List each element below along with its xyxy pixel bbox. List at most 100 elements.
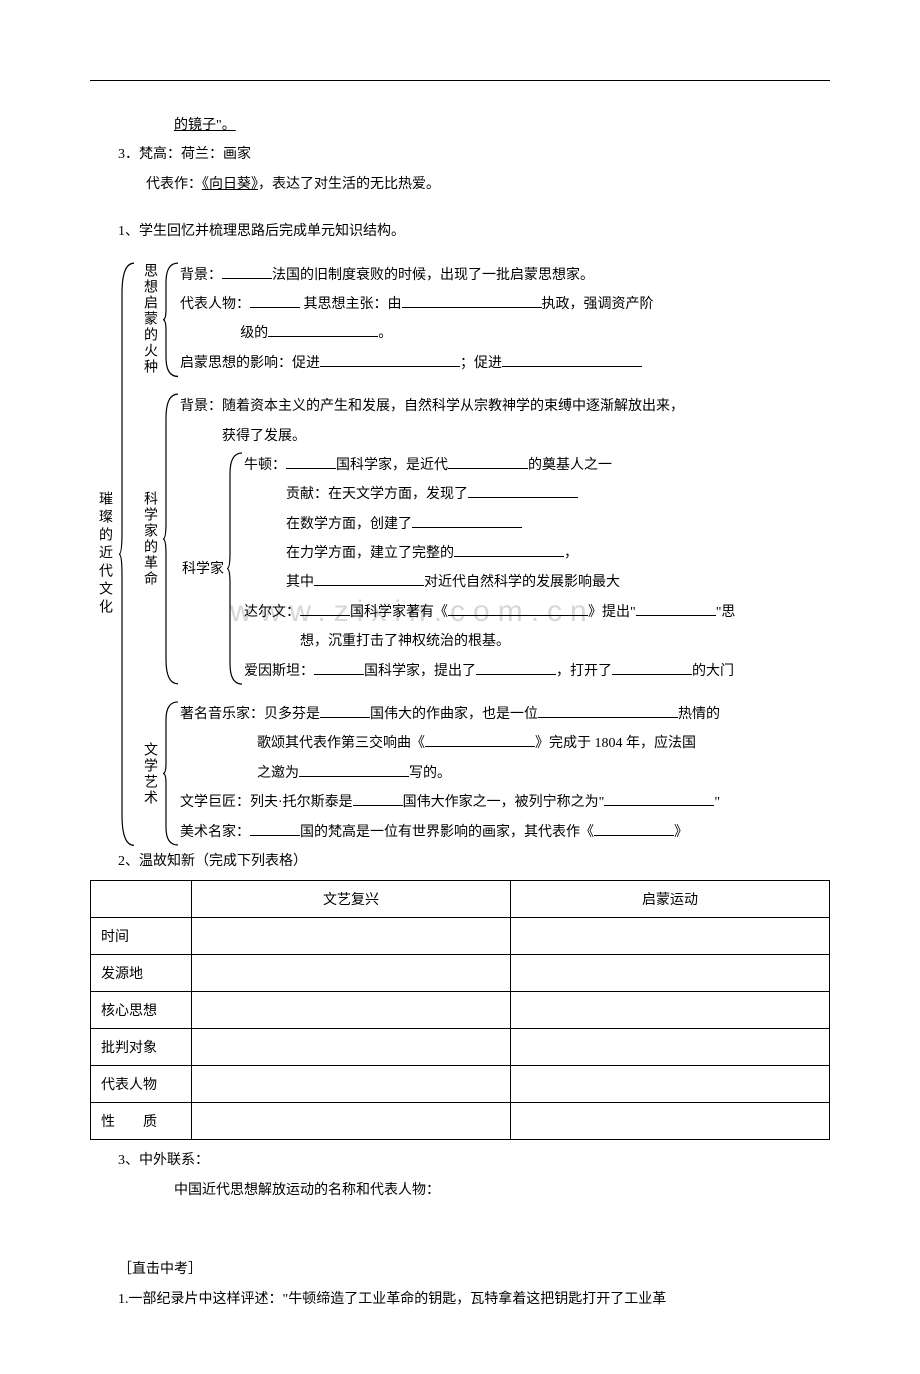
cell[interactable] bbox=[192, 918, 511, 955]
top-mirror-line: 的镜子"。 bbox=[90, 111, 830, 140]
darwin-1: 达尔文：国科学家著有《》提出""思 bbox=[244, 598, 830, 627]
cell[interactable] bbox=[511, 1103, 830, 1140]
blank[interactable] bbox=[502, 352, 642, 367]
blank[interactable] bbox=[402, 293, 542, 308]
blank[interactable] bbox=[250, 293, 300, 308]
section-science: 科学家的革命 背景：随着资本主义的产生和发展，自然科学从宗教神学的束缚中逐渐解放… bbox=[136, 392, 830, 686]
blank[interactable] bbox=[425, 732, 535, 747]
exam-q1: 1.一部纪录片中这样评述："牛顿缔造了工业革命的钥匙，瓦特拿着这把钥匙打开了工业… bbox=[90, 1285, 830, 1314]
cell[interactable] bbox=[192, 1029, 511, 1066]
cell[interactable] bbox=[511, 1029, 830, 1066]
sec1-bg: 背景：法国的旧制度衰败的时候，出现了一批启蒙思想家。 bbox=[180, 261, 830, 290]
sec1-effect: 启蒙思想的影响：促进 ；促进 bbox=[180, 349, 830, 378]
row-label: 核心思想 bbox=[91, 992, 192, 1029]
table-row: 时间 bbox=[91, 918, 830, 955]
mirror-text: 的镜子"。 bbox=[174, 118, 236, 133]
item3-label: 3．梵高：荷兰：画家 bbox=[90, 140, 830, 169]
blank[interactable] bbox=[300, 601, 350, 616]
blank[interactable] bbox=[538, 703, 678, 718]
blank[interactable] bbox=[476, 660, 556, 675]
sec3-label: 文学艺术 bbox=[136, 700, 162, 847]
row-label: 批判对象 bbox=[91, 1029, 192, 1066]
blank[interactable] bbox=[286, 454, 336, 469]
t: 启蒙思想的影响：促进 bbox=[180, 356, 320, 371]
section-art: 文学艺术 著名音乐家：贝多芬是国伟大的作曲家，也是一位热情的 歌颂其代表作第三交… bbox=[136, 700, 830, 847]
t: 著名音乐家：贝多芬是 bbox=[180, 707, 320, 722]
blank[interactable] bbox=[222, 264, 272, 279]
cell[interactable] bbox=[192, 992, 511, 1029]
table-row: 性 质 bbox=[91, 1103, 830, 1140]
t: 背景： bbox=[180, 268, 222, 283]
blank[interactable] bbox=[468, 483, 578, 498]
lit-1: 文学巨匠：列夫·托尔斯泰是国伟大作家之一，被列宁称之为"" bbox=[180, 788, 830, 817]
t: ；促进 bbox=[460, 356, 502, 371]
t: ， bbox=[564, 546, 578, 561]
darwin-2: 想，沉重打击了神权统治的根基。 bbox=[244, 627, 830, 656]
t: 代表人物： bbox=[180, 297, 250, 312]
cell[interactable] bbox=[511, 918, 830, 955]
blank[interactable] bbox=[604, 791, 714, 806]
scientists-sub: 科学家 牛顿：国科学家，是近代的奠基人之一 贡献：在天文学方面，发现了 bbox=[180, 451, 830, 686]
blank[interactable] bbox=[314, 571, 424, 586]
blank[interactable] bbox=[448, 454, 528, 469]
t: 对近代自然科学的发展影响最大 bbox=[424, 575, 620, 590]
blank[interactable] bbox=[250, 821, 300, 836]
item3-work-line: 代表作：《向日葵》，表达了对生活的无比热爱。 bbox=[90, 170, 830, 199]
newton-1: 牛顿：国科学家，是近代的奠基人之一 bbox=[244, 451, 830, 480]
t: ，打开了 bbox=[556, 664, 612, 679]
sec1-rep: 代表人物： 其思想主张：由执政，强调资产阶 bbox=[180, 290, 830, 319]
row-label: 性 质 bbox=[91, 1103, 192, 1140]
th-empty bbox=[91, 881, 192, 918]
newton-3: 在数学方面，创建了 bbox=[244, 510, 830, 539]
comparison-table: 文艺复兴 启蒙运动 时间 发源地 核心思想 批判对象 代表人物 性 质 bbox=[90, 880, 830, 1140]
cell[interactable] bbox=[511, 992, 830, 1029]
blank[interactable] bbox=[320, 703, 370, 718]
sub-brace bbox=[226, 451, 244, 686]
cell[interactable] bbox=[192, 1066, 511, 1103]
blank[interactable] bbox=[636, 601, 716, 616]
t: 国伟大的作曲家，也是一位 bbox=[370, 707, 538, 722]
t: 的大门 bbox=[692, 664, 734, 679]
blank[interactable] bbox=[314, 660, 364, 675]
music-2: 歌颂其代表作第三交响曲《》完成于 1804 年，应法国 bbox=[180, 729, 830, 758]
t: 写的。 bbox=[409, 766, 451, 781]
cell[interactable] bbox=[511, 1066, 830, 1103]
t: 文学巨匠：列夫·托尔斯泰是 bbox=[180, 795, 353, 810]
cell[interactable] bbox=[192, 955, 511, 992]
sec1-rep2: 级的。 bbox=[180, 319, 830, 348]
t: 国科学家，提出了 bbox=[364, 664, 476, 679]
t: 牛顿： bbox=[244, 458, 286, 473]
blank[interactable] bbox=[412, 513, 522, 528]
cell[interactable] bbox=[192, 1103, 511, 1140]
t: 国科学家，是近代 bbox=[336, 458, 448, 473]
blank[interactable] bbox=[320, 352, 460, 367]
row-label: 发源地 bbox=[91, 955, 192, 992]
sub-label: 科学家 bbox=[180, 451, 226, 686]
t: 》完成于 1804 年，应法国 bbox=[535, 736, 696, 751]
music-1: 著名音乐家：贝多芬是国伟大的作曲家，也是一位热情的 bbox=[180, 700, 830, 729]
t: 执政，强调资产阶 bbox=[542, 297, 654, 312]
blank[interactable] bbox=[612, 660, 692, 675]
sec2-bg2: 获得了发展。 bbox=[180, 422, 830, 451]
item3-work: 《向日葵》 bbox=[202, 177, 258, 192]
newton-5: 其中对近代自然科学的发展影响最大 bbox=[244, 568, 830, 597]
t: 国科学家著有《 bbox=[350, 605, 448, 620]
knowledge-tree: 璀璨的近代文化 思想启蒙的火种 背景：法国的旧制度衰败的时候，出现了一批启蒙思想… bbox=[90, 261, 830, 847]
t: 之邀为 bbox=[257, 766, 299, 781]
root-title: 璀璨的近代文化 bbox=[90, 261, 118, 847]
blank[interactable] bbox=[448, 601, 588, 616]
cell[interactable] bbox=[511, 955, 830, 992]
t: 达尔文： bbox=[244, 605, 300, 620]
blank[interactable] bbox=[299, 762, 409, 777]
blank[interactable] bbox=[454, 542, 564, 557]
sec1-brace bbox=[162, 261, 180, 379]
table-row: 发源地 bbox=[91, 955, 830, 992]
blank[interactable] bbox=[268, 322, 378, 337]
header-rule bbox=[90, 80, 830, 81]
t: "思 bbox=[716, 605, 736, 620]
newton-2: 贡献：在天文学方面，发现了 bbox=[244, 480, 830, 509]
t: 国伟大作家之一，被列宁称之为" bbox=[403, 795, 605, 810]
blank[interactable] bbox=[594, 821, 674, 836]
task3-q: 中国近代思想解放运动的名称和代表人物： bbox=[90, 1176, 830, 1205]
blank[interactable] bbox=[353, 791, 403, 806]
